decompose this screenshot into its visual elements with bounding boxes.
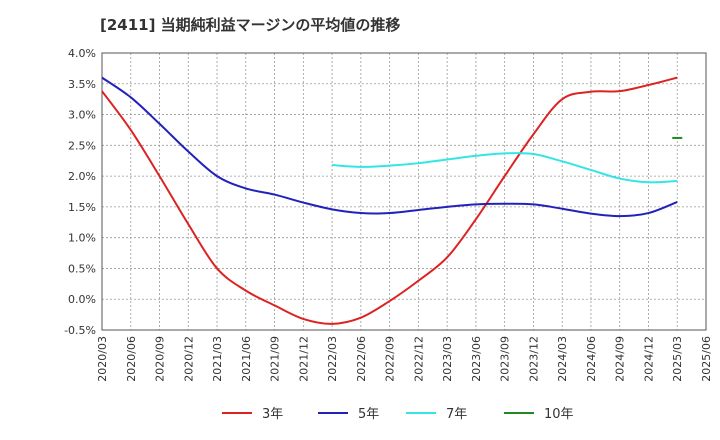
y-tick-label: 0.0% [68, 293, 96, 306]
series-line-5年 [101, 76, 678, 218]
plot-area [101, 52, 707, 331]
y-tick-label: 2.0% [68, 170, 96, 183]
y-tick-label: 1.0% [68, 232, 96, 245]
legend-label: 7年 [446, 407, 467, 422]
y-tick-label: 4.0% [68, 47, 96, 60]
x-tick-label: 2020/12 [182, 336, 195, 382]
series-line-7年 [332, 152, 678, 184]
x-tick-label: 2022/06 [355, 336, 368, 382]
x-tick-label: 2024/03 [556, 336, 569, 382]
x-tick-label: 2023/03 [441, 336, 454, 382]
x-tick-label: 2020/03 [96, 336, 109, 382]
x-tick-label: 2021/06 [240, 336, 253, 382]
y-tick-label: -0.5% [64, 324, 96, 337]
x-tick-label: 2024/09 [614, 336, 627, 382]
x-tick-label: 2022/03 [326, 336, 339, 382]
chart-title: [2411] 当期純利益マージンの平均値の推移 [100, 16, 401, 34]
x-tick-label: 2020/09 [154, 336, 167, 382]
y-tick-label: 3.5% [68, 78, 96, 91]
x-tick-label: 2021/12 [297, 336, 310, 382]
grid-lines [102, 53, 706, 330]
series-line-3年 [101, 76, 678, 325]
x-tick-label: 2023/09 [499, 336, 512, 382]
legend-label: 5年 [358, 407, 379, 422]
x-tick-label: 2025/06 [700, 336, 713, 382]
x-tick-label: 2022/09 [384, 336, 397, 382]
x-tick-label: 2021/09 [269, 336, 282, 382]
x-tick-label: 2021/03 [211, 336, 224, 382]
x-tick-label: 2025/03 [671, 336, 684, 382]
x-tick-label: 2022/12 [412, 336, 425, 382]
y-tick-label: 2.5% [68, 139, 96, 152]
x-tick-label: 2020/06 [125, 336, 138, 382]
x-tick-label: 2023/06 [470, 336, 483, 382]
y-axis: 4.0% 3.5% 3.0% 2.5% 2.0% 1.5% 1.0% 0.5% 0.0% -0.5… [64, 47, 96, 337]
x-axis: 2020/03 2020/06 2020/09 2020/12 2021/03 2021/… [96, 336, 713, 382]
y-tick-label: 0.5% [68, 262, 96, 275]
legend: 3年 5年 7年 10年 [222, 407, 574, 422]
y-tick-label: 1.5% [68, 201, 96, 214]
y-tick-label: 3.0% [68, 109, 96, 122]
x-tick-label: 2023/12 [527, 336, 540, 382]
x-tick-label: 2024/12 [642, 336, 655, 382]
legend-label: 3年 [262, 407, 283, 422]
x-tick-label: 2024/06 [585, 336, 598, 382]
legend-label: 10年 [544, 407, 574, 422]
series-lines [101, 76, 683, 325]
